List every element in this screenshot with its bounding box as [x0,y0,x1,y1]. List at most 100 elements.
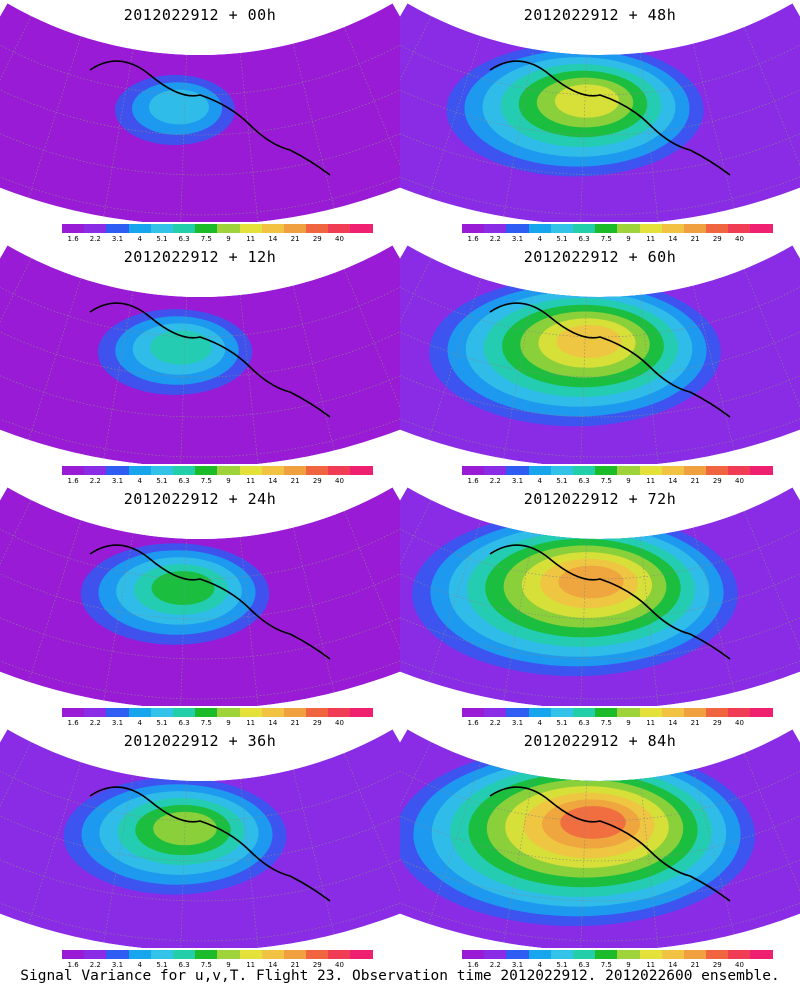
colorbar-swatch [62,224,85,233]
colorbar-label: 1.6 [67,719,79,727]
colorbar-label: 11 [246,719,256,727]
colorbar-swatch [506,224,529,233]
colorbar-swatch [172,950,196,959]
colorbar-label: 9 [226,235,231,243]
colorbar [62,708,373,717]
colorbar-label: 4 [537,477,542,485]
longitude-line [292,527,335,693]
colorbar-swatch [306,708,329,717]
colorbar-swatch [84,708,107,717]
longitude-line [0,257,32,411]
longitude-line [343,752,400,911]
longitude-line [103,775,134,943]
longitude-line [580,296,587,464]
colorbar-label: 6.3 [578,719,590,727]
variance-contour [150,330,212,365]
colorbar-swatch [617,708,640,717]
colorbar-swatch [328,224,351,233]
colorbar-label: 4 [137,961,142,969]
colorbar-swatch [550,950,573,959]
colorbar-swatch [261,950,284,959]
longitude-line [639,536,659,706]
colorbar-label: 3.1 [511,719,524,727]
colorbar-swatch [728,708,751,717]
colorbar-label: 40 [335,719,344,727]
colorbar-labels: 1.6 2.2 3.1 4 5.1 6.3 7.5 9 11 14 21 29 40 [462,235,762,245]
colorbar-swatch [484,950,507,959]
colorbar-swatch [572,950,596,959]
colorbar-swatch [572,466,596,475]
colorbar-label: 40 [335,477,344,485]
longitude-line [580,54,587,222]
colorbar-label: 2.2 [89,235,101,243]
colorbar-swatch [172,708,196,717]
colorbar-swatch [128,466,151,475]
colorbar-label: 40 [335,961,344,969]
colorbar-swatch [484,224,507,233]
longitude-line [103,533,134,701]
colorbar-swatch [217,466,240,475]
colorbar-swatch [639,708,662,717]
colorbar-swatch [195,224,218,233]
colorbar-swatch [84,466,107,475]
variance-contour [558,565,624,599]
colorbar-label: 3.1 [111,477,124,485]
colorbar-label: 11 [646,235,656,243]
longitude-line [743,26,800,185]
colorbar-swatch [462,224,485,233]
polar-map [400,3,800,222]
colorbar [62,224,373,233]
map-panel: 2012022912 + 12h 1.6 2.2 3.1 4 5.1 6.3 7.5 9 11 14… [0,242,400,485]
colorbar-swatch [506,708,529,717]
longitude-line [28,520,82,682]
colorbar-label: 3.1 [111,961,124,969]
colorbar-label: 5.1 [156,719,168,727]
colorbar-label: 7.5 [200,477,212,485]
longitude-line [400,741,432,895]
coastline [489,544,731,660]
colorbar-label: 6.3 [178,719,190,727]
colorbar-label: 7.5 [600,961,612,969]
longitude-line [580,780,587,948]
colorbar-swatch [62,708,85,717]
colorbar-swatch [750,466,773,475]
colorbar-label: 11 [246,477,256,485]
panel-title: 2012022912 + 84h [523,732,677,750]
map-panel: 2012022912 + 48h 1.6 2.2 3.1 4 5.1 6.3 7.5 9 11 14… [400,0,800,245]
colorbar-swatch [617,466,640,475]
colorbar-swatch [639,950,662,959]
colorbar-swatch [595,466,618,475]
colorbar-swatch [350,950,373,959]
variance-contour [554,84,620,118]
longitude-line [239,778,259,948]
colorbar-swatch [617,950,640,959]
longitude-line [639,52,659,222]
colorbar-label: 9 [626,235,631,243]
colorbar-swatch [283,950,307,959]
longitude-line [28,36,82,198]
colorbar-label: 14 [668,719,678,727]
longitude-line [743,510,800,669]
longitude-line [28,278,82,440]
variance-contour [149,89,209,125]
colorbar-label: 11 [646,719,656,727]
colorbar-swatch [728,466,751,475]
longitude-line [503,775,534,943]
colorbar-swatch [550,466,573,475]
colorbar-swatch [706,950,729,959]
colorbar-label: 40 [735,961,744,969]
colorbar-label: 14 [268,961,278,969]
colorbar-swatch [750,224,773,233]
colorbar-swatch [661,466,684,475]
map-panel: 2012022912 + 24h 1.6 2.2 3.1 4 5.1 6.3 7.5 9 11 14… [0,484,400,727]
colorbar-swatch [484,466,507,475]
polar-map [0,3,400,222]
colorbar-swatch [150,224,173,233]
colorbar-label: 14 [668,235,678,243]
colorbar-label: 21 [290,235,300,243]
colorbar-swatch [106,224,129,233]
coastline [89,544,331,660]
colorbar-swatch [572,708,596,717]
polar-map [400,245,800,464]
colorbar-swatch [550,708,573,717]
